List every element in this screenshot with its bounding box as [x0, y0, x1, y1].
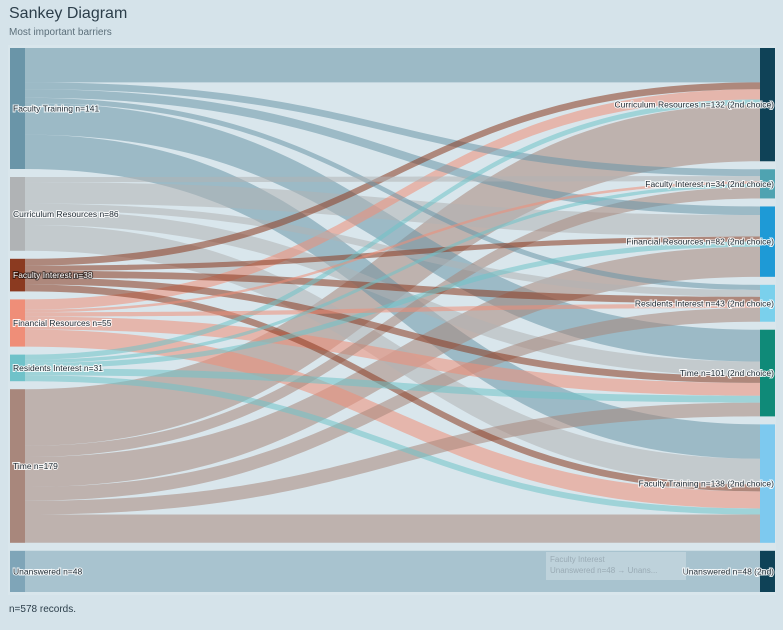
- flow-ft-to-t[interactable]: [25, 102, 760, 362]
- source-node-t[interactable]: [10, 389, 25, 543]
- source-label-fr: Financial Resources n=55: [13, 318, 112, 328]
- source-node-fr[interactable]: [10, 299, 25, 347]
- source-label-fi: Faculty Interest n=38: [13, 270, 93, 280]
- flow-fr-to-t[interactable]: [25, 316, 760, 396]
- flow-ft-to-cr[interactable]: [25, 48, 760, 83]
- target-node-u[interactable]: [760, 550, 775, 592]
- flow-fr-to-ri[interactable]: [25, 303, 760, 317]
- flow-t-to-fi[interactable]: [25, 187, 760, 457]
- flow-ri-to-ft[interactable]: [25, 375, 760, 515]
- target-node-fi[interactable]: [760, 169, 775, 199]
- flow-ri-to-fr[interactable]: [25, 241, 760, 369]
- flow-u-to-u[interactable]: [25, 550, 760, 592]
- source-label-ri: Residents Interest n=31: [13, 363, 103, 373]
- flow-ft-to-fr[interactable]: [25, 89, 760, 216]
- source-node-ri[interactable]: [10, 354, 25, 382]
- flow-t-to-ft[interactable]: [25, 514, 760, 543]
- flow-fi-to-fr[interactable]: [25, 236, 760, 271]
- flow-links: [25, 48, 760, 592]
- target-node-t[interactable]: [760, 329, 775, 417]
- chart-title: Sankey Diagram: [9, 5, 128, 22]
- flow-fi-to-cr[interactable]: [25, 82, 760, 266]
- flow-cr-to-fi[interactable]: [25, 176, 760, 183]
- target-label-t: Time n=101 (2nd choice): [680, 368, 774, 378]
- flow-nodes: [10, 48, 775, 592]
- target-label-ri: Residents Interest n=43 (2nd choice): [635, 298, 774, 308]
- tooltip-background: [546, 552, 686, 580]
- flow-cr-to-ri[interactable]: [25, 203, 760, 297]
- flow-cr-to-t[interactable]: [25, 210, 760, 377]
- source-label-cr: Curriculum Resources n=86: [13, 209, 119, 219]
- flow-ri-to-fi[interactable]: [25, 183, 760, 364]
- record-count: n=578 records.: [9, 604, 76, 615]
- source-node-u[interactable]: [10, 550, 25, 592]
- flow-ri-to-t[interactable]: [25, 368, 760, 403]
- flow-ft-to-fi[interactable]: [25, 82, 760, 177]
- source-node-cr[interactable]: [10, 176, 25, 251]
- target-node-cr[interactable]: [760, 48, 775, 162]
- flow-ft-to-ri[interactable]: [25, 97, 760, 290]
- source-node-ft[interactable]: [10, 48, 25, 169]
- hover-tooltip: Faculty Interest Unanswered n=48 → Unans…: [546, 552, 686, 580]
- target-label-cr: Curriculum Resources n=132 (2nd choice): [615, 100, 775, 110]
- flow-t-to-ri[interactable]: [25, 307, 760, 501]
- source-label-ft: Faculty Training n=141: [13, 103, 100, 113]
- target-label-ft: Faculty Training n=138 (2nd choice): [639, 479, 775, 489]
- flow-fi-to-ri[interactable]: [25, 270, 760, 304]
- tooltip-line-1: Faculty Interest: [550, 555, 605, 564]
- node-labels: Faculty Training n=141 Curriculum Resourc…: [12, 99, 775, 578]
- target-label-u: Unanswered n=48 (2nd): [683, 566, 775, 576]
- flow-ri-to-cr[interactable]: [25, 99, 760, 360]
- flow-fr-to-cr[interactable]: [25, 89, 760, 310]
- target-label-fr: Financial Resources n=82 (2nd choice): [626, 237, 774, 247]
- flow-fr-to-fi[interactable]: [25, 181, 760, 313]
- chart-subtitle: Most important barriers: [9, 27, 112, 38]
- flow-fr-to-ft[interactable]: [25, 329, 760, 509]
- flow-fi-to-t[interactable]: [25, 277, 760, 383]
- tooltip-line-2: Unanswered n=48 → Unans...: [550, 566, 657, 575]
- source-label-t: Time n=179: [13, 461, 58, 471]
- source-node-fi[interactable]: [10, 258, 25, 292]
- target-node-fr[interactable]: [760, 206, 775, 277]
- flow-t-to-t[interactable]: [25, 402, 760, 515]
- target-node-ri[interactable]: [760, 284, 775, 322]
- source-label-u: Unanswered n=48: [13, 566, 83, 576]
- target-label-fi: Faculty Interest n=34 (2nd choice): [645, 179, 774, 189]
- target-node-ft[interactable]: [760, 424, 775, 543]
